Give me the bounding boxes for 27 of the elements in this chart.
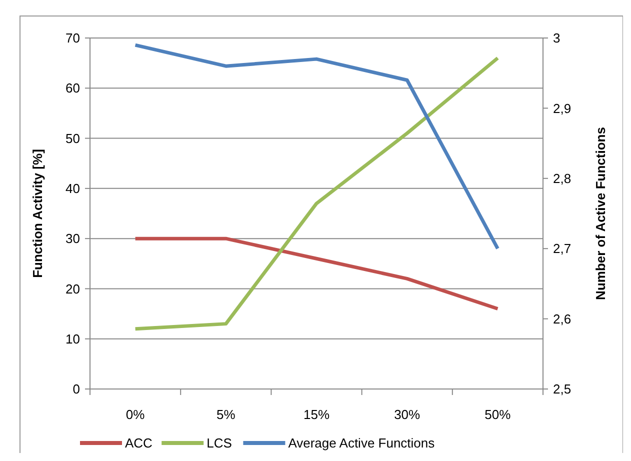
- y2-tick-label: 3: [553, 30, 560, 46]
- y-tick-label: 10: [66, 331, 80, 346]
- line-series: [134, 236, 500, 311]
- y2-tick-label: 2,9: [553, 100, 572, 116]
- line-series: [134, 43, 500, 250]
- y2-tick-label: 2,8: [553, 170, 572, 186]
- legend-label: LCS: [206, 436, 232, 451]
- y-axis-title: Function Activity [%]: [30, 149, 45, 278]
- y-tick-label: 60: [66, 80, 80, 96]
- y-tick-label: 30: [66, 231, 80, 246]
- x-tick-label: 50%: [484, 407, 512, 422]
- y-tick-label: 0: [72, 382, 80, 397]
- x-tick-label: 5%: [216, 407, 236, 422]
- y-tick-label: 50: [66, 130, 80, 146]
- x-tick-label: 15%: [303, 407, 330, 422]
- y-tick-label: 20: [66, 281, 80, 296]
- y2-tick-label: 2,5: [553, 382, 572, 397]
- legend-label: ACC: [125, 436, 152, 451]
- legend-label: Average Active Functions: [288, 436, 436, 451]
- y-tick-label: 70: [66, 30, 80, 46]
- line-series: [134, 56, 500, 331]
- x-tick-label: 0%: [126, 407, 146, 422]
- x-tick-label: 30%: [394, 407, 421, 422]
- y-tick-label: 40: [66, 180, 80, 196]
- y2-tick-label: 2,6: [553, 311, 572, 326]
- y2-axis-title: Number of Active Functions: [593, 127, 608, 300]
- y2-tick-label: 2,7: [553, 241, 572, 256]
